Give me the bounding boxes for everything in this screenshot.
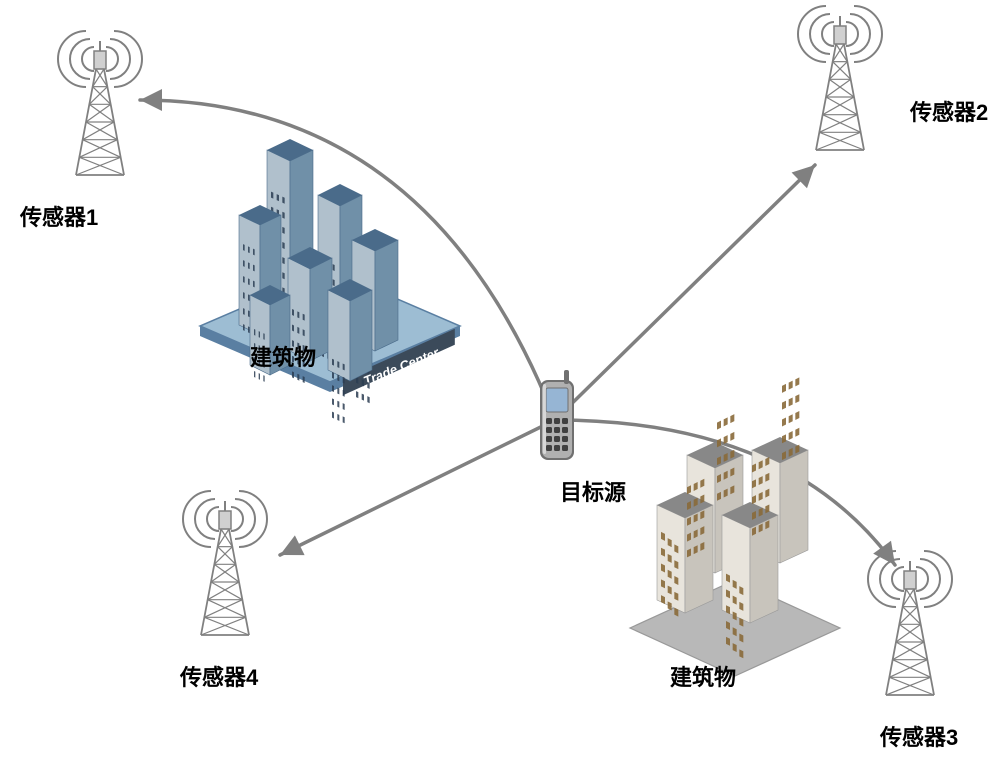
sensor1-label: 传感器1 <box>20 200 98 232</box>
apartment-blocks-icon <box>630 377 840 676</box>
mobile-phone-icon <box>540 370 574 460</box>
sensor4-label: 传感器4 <box>180 660 258 692</box>
source-label: 目标源 <box>560 475 626 507</box>
building1-label: 建筑物 <box>250 340 316 372</box>
city-buildings-icon: Trade Center <box>200 139 460 423</box>
antenna-tower-icon <box>58 31 142 175</box>
diagram-canvas: Trade Center <box>0 0 1000 757</box>
antenna-tower-icon <box>868 551 952 695</box>
sensor2-label: 传感器2 <box>910 95 988 127</box>
building2-label: 建筑物 <box>670 660 736 692</box>
antenna-tower-icon <box>798 6 882 150</box>
antenna-tower-icon <box>183 491 267 635</box>
sensor3-label: 传感器3 <box>880 720 958 752</box>
